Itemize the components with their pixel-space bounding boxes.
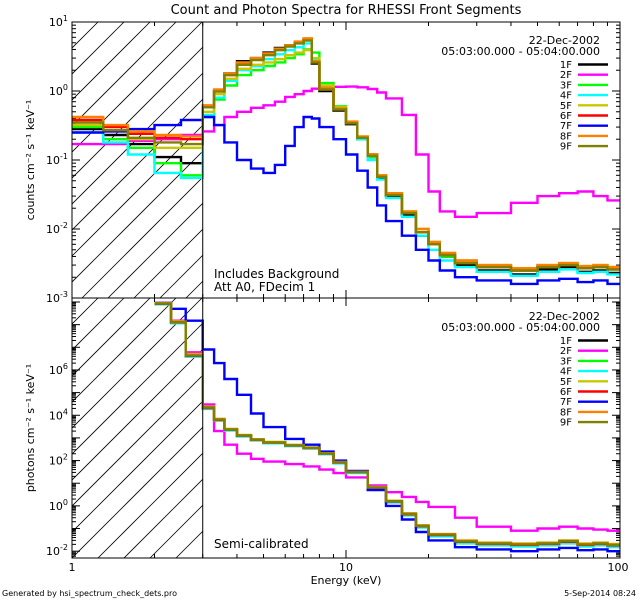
count-legend-label-8F: 8F bbox=[560, 131, 572, 142]
photon-date: 22-Dec-2002 bbox=[529, 310, 600, 323]
photon-y-tick-label: 102 bbox=[49, 453, 68, 468]
footer-timestamp: 5-Sep-2014 08:24 bbox=[564, 589, 636, 598]
photon-y-axis-label: photons cm⁻² s⁻¹ keV⁻¹ bbox=[24, 364, 37, 492]
count-legend-label-9F: 9F bbox=[560, 142, 572, 153]
photon-y-tick-label: 106 bbox=[49, 362, 68, 377]
footer-generator: Generated by hsi_spectrum_check_dets.pro bbox=[2, 589, 177, 598]
count-y-tick-label: 10-1 bbox=[46, 152, 68, 167]
count-legend-label-2F: 2F bbox=[560, 70, 572, 81]
hatch-line bbox=[72, 22, 203, 153]
photon-legend-label-8F: 8F bbox=[560, 407, 572, 418]
photon-series-2F bbox=[154, 301, 620, 532]
x-tick-label-1: 1 bbox=[69, 561, 76, 574]
x-tick-label-10: 10 bbox=[339, 561, 353, 574]
count-series-group bbox=[72, 37, 620, 286]
hatch-mask bbox=[202, 22, 620, 298]
photon-time-range: 05:03:00.000 - 05:04:00.000 bbox=[441, 321, 600, 334]
count-y-tick-label: 10-3 bbox=[46, 290, 68, 305]
count-y-tick-label: 10-2 bbox=[46, 221, 68, 236]
count-y-tick-label: 100 bbox=[49, 83, 68, 98]
count-annotation-background: Includes Background bbox=[214, 267, 339, 281]
hatch-line bbox=[72, 22, 151, 101]
chart-title: Count and Photon Spectra for RHESSI Fron… bbox=[171, 3, 522, 18]
count-y-axis-label: counts cm⁻² s⁻¹ keV⁻¹ bbox=[24, 100, 37, 221]
photon-legend-label-4F: 4F bbox=[560, 367, 572, 378]
photon-y-tick-label: 104 bbox=[49, 407, 68, 422]
photon-legend-label-1F: 1F bbox=[560, 336, 572, 347]
count-y-tick-label: 101 bbox=[49, 14, 68, 29]
x-axis-ticks bbox=[71, 22, 621, 558]
count-annotation-attenuator: Att A0, FDecim 1 bbox=[214, 280, 315, 294]
count-legend-label-6F: 6F bbox=[560, 111, 572, 122]
photon-y-tick-label: 100 bbox=[49, 498, 68, 513]
hatch-line bbox=[72, 298, 203, 429]
count-series-7F bbox=[72, 115, 620, 286]
hatch-line bbox=[72, 22, 229, 179]
hatch-line bbox=[72, 298, 151, 377]
count-legend-label-3F: 3F bbox=[560, 80, 572, 91]
hatch-line bbox=[72, 22, 177, 127]
count-legend-label-5F: 5F bbox=[560, 101, 572, 112]
count-legend-label-7F: 7F bbox=[560, 121, 572, 132]
photon-legend-label-9F: 9F bbox=[560, 418, 572, 429]
count-series-9F bbox=[72, 39, 620, 272]
photon-legend-label-2F: 2F bbox=[560, 346, 572, 357]
hatch-line bbox=[72, 298, 177, 403]
attenuated-region-hatch-lower bbox=[72, 298, 620, 558]
photon-y-tick-label: 10-2 bbox=[46, 543, 68, 558]
hatch-line bbox=[72, 298, 125, 351]
photon-legend-label-3F: 3F bbox=[560, 356, 572, 367]
photon-legend-label-5F: 5F bbox=[560, 377, 572, 388]
count-legend-label-4F: 4F bbox=[560, 91, 572, 102]
photon-legend-label-7F: 7F bbox=[560, 397, 572, 408]
photon-series-9F bbox=[154, 302, 620, 547]
attenuated-region-hatch bbox=[72, 22, 620, 298]
photon-annotation-calibration: Semi-calibrated bbox=[214, 537, 309, 551]
count-y-ticks: 10-3 10-2 10-1 100 101 bbox=[46, 14, 620, 305]
photon-legend-label-6F: 6F bbox=[560, 387, 572, 398]
photon-series-group bbox=[154, 301, 620, 553]
photon-y-ticks: 10-2 100 102 104 106 bbox=[46, 301, 620, 559]
count-legend-label-1F: 1F bbox=[560, 60, 572, 71]
hatch-line bbox=[72, 22, 125, 75]
x-axis-label: Energy (keV) bbox=[311, 574, 382, 587]
hatch-line bbox=[72, 298, 99, 325]
count-time-range: 05:03:00.000 - 05:04:00.000 bbox=[441, 45, 600, 58]
count-date: 22-Dec-2002 bbox=[529, 34, 600, 47]
count-spectrum-panel: 10-3 10-2 10-1 100 101 counts cm⁻² s⁻¹ keV⁻¹… bbox=[24, 14, 621, 305]
x-tick-label-100: 100 bbox=[608, 561, 629, 574]
